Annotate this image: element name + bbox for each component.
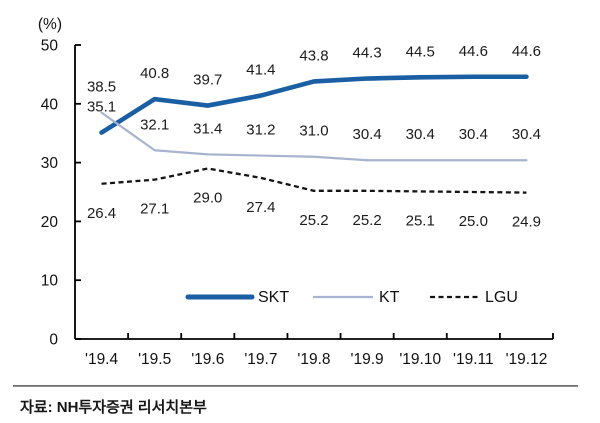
- data-label-skt: 35.1: [87, 99, 116, 116]
- x-tick-label: '19.5: [138, 351, 171, 368]
- x-tick-label: '19.4: [85, 351, 119, 368]
- data-label-lgu: 25.0: [459, 213, 488, 230]
- y-axis-unit-label: (%): [38, 16, 62, 33]
- data-label-kt: 30.4: [406, 126, 435, 143]
- y-tick-label: 50: [41, 38, 59, 55]
- axes: [74, 44, 554, 340]
- data-label-kt: 30.4: [512, 126, 541, 143]
- y-tick-label: 0: [49, 332, 58, 349]
- x-tick-label: '19.8: [297, 351, 330, 368]
- data-label-skt: 44.3: [353, 45, 382, 62]
- data-label-kt: 31.0: [299, 123, 328, 140]
- data-label-lgu: 27.1: [140, 201, 169, 218]
- data-label-kt: 38.5: [87, 79, 116, 96]
- data-label-skt: 40.8: [140, 65, 169, 82]
- data-label-kt: 30.4: [459, 126, 488, 143]
- x-tick-label: '19.12: [506, 351, 548, 368]
- data-label-kt: 31.2: [246, 122, 275, 139]
- data-label-kt: 30.4: [353, 126, 382, 143]
- legend-item-skt: SKT: [185, 289, 289, 306]
- y-tick-label: 30: [41, 155, 59, 172]
- x-tick-label: '19.11: [453, 351, 494, 368]
- y-tick-label: 40: [41, 96, 59, 113]
- x-tick-label: '19.9: [351, 351, 384, 368]
- legend-item-lgu: LGU: [430, 289, 518, 306]
- data-label-kt: 31.4: [193, 120, 222, 137]
- data-label-skt: 44.6: [459, 43, 488, 60]
- legend-item-kt: KT: [313, 289, 400, 306]
- data-label-lgu: 24.9: [512, 214, 541, 231]
- source-note: 자료: NH투자증권 리서치본부: [20, 399, 207, 416]
- series-line-kt: [100, 111, 528, 162]
- series-line-skt: [99, 74, 529, 135]
- data-label-lgu: 26.4: [87, 205, 116, 222]
- data-label-lgu: 29.0: [193, 189, 222, 206]
- data-label-skt: 39.7: [193, 72, 222, 89]
- data-label-lgu: 25.2: [353, 212, 382, 229]
- data-label-kt: 32.1: [140, 116, 169, 133]
- data-label-lgu: 25.1: [406, 212, 435, 229]
- legend-label-skt: SKT: [258, 289, 289, 306]
- data-label-skt: 44.5: [406, 43, 435, 60]
- chart-canvas: (%) 0 10 20 30 40 50 '19.4 '19.5 '19.6 '19.7 '19.8 '…: [38, 16, 554, 368]
- divider-line: [13, 385, 578, 387]
- legend-label-kt: KT: [379, 289, 400, 306]
- y-tick-label: 10: [41, 273, 59, 290]
- data-label-skt: 41.4: [246, 62, 275, 79]
- data-label-lgu: 25.2: [299, 212, 328, 229]
- data-label-lgu: 27.4: [246, 199, 275, 216]
- x-tick-label: '19.6: [191, 351, 224, 368]
- data-label-skt: 43.8: [299, 47, 328, 64]
- x-tick-label: '19.7: [244, 351, 277, 368]
- series-line-lgu: [101, 167, 527, 194]
- y-tick-label: 20: [41, 214, 59, 231]
- x-tick-label: '19.10: [399, 351, 441, 368]
- data-label-skt: 44.6: [512, 43, 541, 60]
- legend-label-lgu: LGU: [485, 289, 518, 306]
